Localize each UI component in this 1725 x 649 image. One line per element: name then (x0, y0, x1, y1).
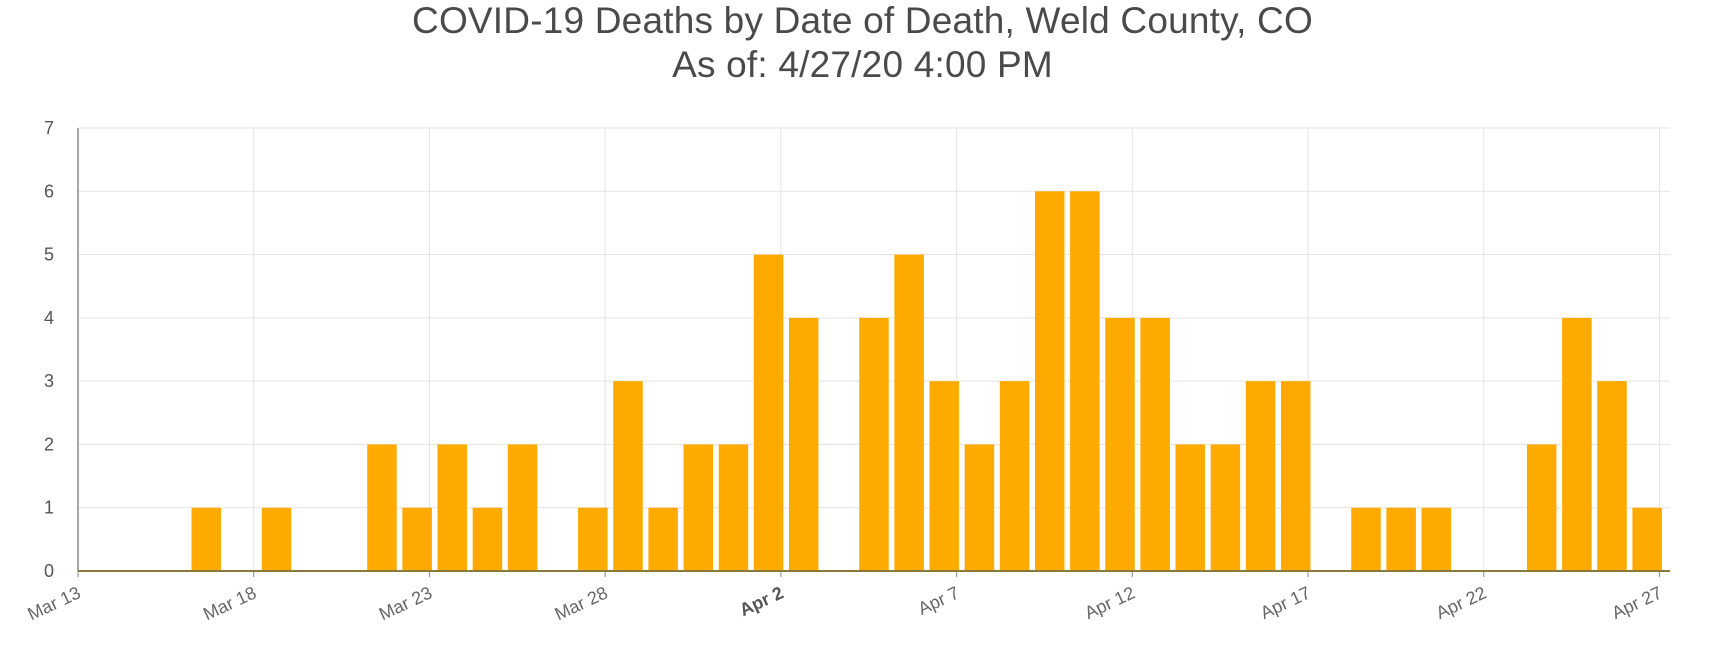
x-tick-label: Apr 27 (1609, 582, 1666, 623)
bar-mar-28 (613, 381, 643, 571)
y-tick-label: 6 (44, 181, 54, 201)
bar-mar-18 (261, 507, 292, 571)
chart-subtitle: As of: 4/27/20 4:00 PM (672, 44, 1053, 85)
bar-apr-4 (859, 317, 889, 571)
x-tick-label: Mar 28 (552, 582, 611, 624)
bar-apr-6 (929, 381, 960, 571)
bars (191, 191, 1662, 572)
y-tick-label: 4 (44, 308, 54, 328)
bar-mar-23 (437, 444, 468, 571)
chart-title: COVID-19 Deaths by Date of Death, Weld C… (412, 0, 1313, 41)
bar-mar-25 (507, 444, 538, 571)
bar-apr-10 (1070, 191, 1100, 572)
bar-apr-13 (1175, 444, 1206, 571)
bar-apr-9 (1034, 191, 1065, 572)
bar-mar-22 (402, 507, 432, 571)
y-tick-label: 7 (44, 118, 54, 138)
bar-mar-16 (191, 507, 222, 571)
bar-apr-14 (1210, 444, 1241, 571)
x-tick-label: Mar 13 (24, 582, 83, 624)
bar-apr-23 (1526, 444, 1557, 571)
y-tick-label: 0 (44, 561, 54, 581)
bar-mar-29 (648, 507, 678, 571)
bar-apr-24 (1562, 317, 1592, 571)
bar-mar-27 (578, 507, 608, 571)
x-tick-label: Mar 18 (200, 582, 259, 624)
bar-apr-1 (753, 254, 784, 572)
bar-mar-31 (718, 444, 749, 571)
bar-apr-7 (964, 444, 995, 571)
y-tick-label: 1 (44, 498, 54, 518)
y-tick-label: 2 (44, 434, 54, 454)
bar-mar-30 (683, 444, 714, 571)
x-tick-label: Apr 2 (736, 582, 786, 620)
bar-apr-18 (1351, 507, 1381, 571)
x-tick-label: Apr 22 (1433, 582, 1490, 623)
bar-apr-5 (894, 254, 924, 572)
bar-apr-26 (1632, 507, 1662, 571)
bar-apr-20 (1421, 507, 1452, 571)
bar-apr-2 (788, 317, 819, 571)
x-tick-label: Mar 23 (376, 582, 435, 624)
bar-mar-24 (472, 507, 503, 571)
y-tick-label: 5 (44, 245, 54, 265)
bar-mar-21 (367, 444, 397, 571)
x-tick-label: Apr 12 (1081, 582, 1138, 623)
bar-apr-16 (1280, 381, 1311, 571)
bar-apr-8 (999, 381, 1030, 571)
bar-apr-11 (1105, 317, 1135, 571)
x-tick-label: Apr 17 (1257, 582, 1314, 623)
bar-apr-15 (1245, 381, 1276, 571)
bar-apr-19 (1386, 507, 1416, 571)
x-tick-label: Apr 7 (915, 582, 962, 618)
bar-apr-25 (1597, 381, 1627, 571)
y-tick-label: 3 (44, 371, 54, 391)
bar-apr-12 (1140, 317, 1170, 571)
